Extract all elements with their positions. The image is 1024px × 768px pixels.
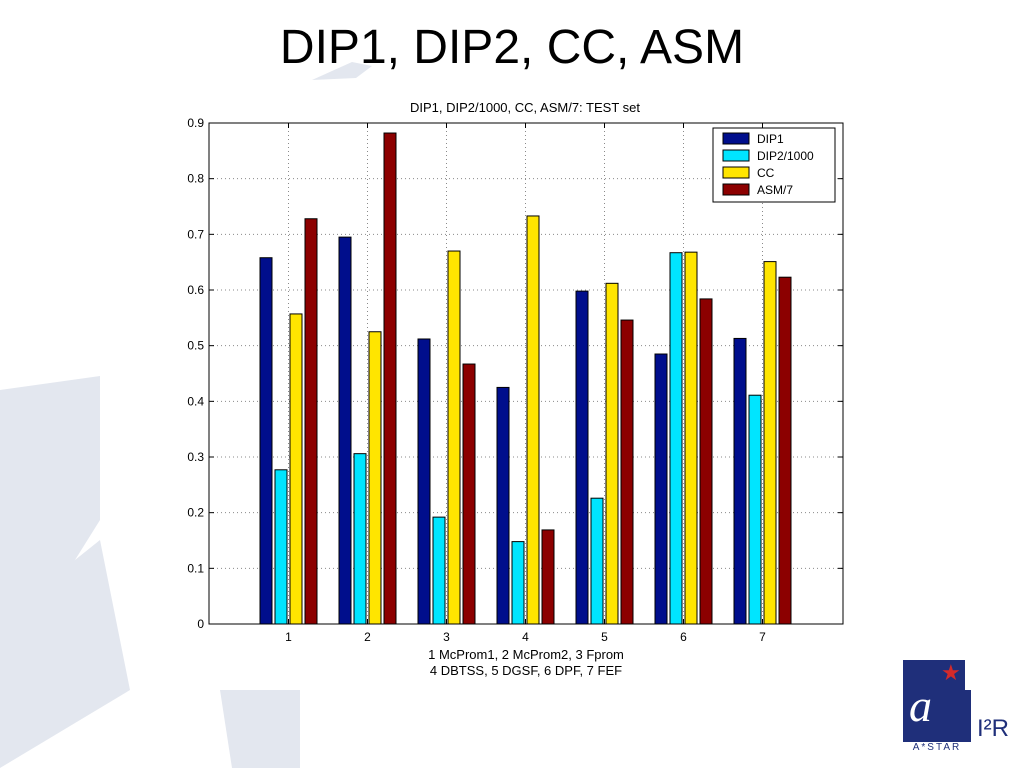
bar-dip2-1000-6 [669,252,683,625]
bar-dip2-1000-2 [353,453,367,625]
legend-swatch [722,166,750,179]
bar-dip1-7 [733,337,747,625]
y-tick-label: 0.8 [187,172,204,186]
bar-cc-2 [368,331,382,625]
legend-swatch [722,132,750,145]
bar-cc-6 [684,251,698,625]
y-tick-label: 0.3 [187,450,204,464]
background-bottom-shape [220,690,300,768]
x-axis-label-line-2: 4 DBTSS, 5 DGSF, 6 DPF, 7 FEF [430,663,622,678]
x-tick-label: 4 [522,630,529,644]
bar-dip2-1000-7 [748,394,762,625]
bar-cc-1 [289,313,303,625]
bar-dip2-1000-5 [590,497,604,625]
bar-dip2-1000-3 [432,516,446,625]
x-axis-label-line-1: 1 McProm1, 2 McProm2, 3 Fprom [428,647,624,662]
bar-cc-7 [763,261,777,625]
chart-title: DIP1, DIP2/1000, CC, ASM/7: TEST set [410,100,640,115]
bar-cc-5 [605,282,619,625]
slide-title: DIP1, DIP2, CC, ASM [279,21,745,74]
y-tick-label: 0.5 [187,339,204,353]
bar-asm-7-3 [462,363,476,625]
logo-glyph: a [909,680,932,731]
y-tick-label: 0.4 [187,394,204,408]
bar-dip1-5 [575,290,589,625]
x-tick-label: 7 [759,630,766,644]
legend-label: ASM/7 [757,183,793,197]
bar-asm-7-6 [699,298,713,625]
bar-dip1-3 [417,338,431,625]
x-tick-label: 3 [443,630,450,644]
star-icon: ★ [941,660,961,685]
bar-asm-7-7 [778,276,792,625]
bar-asm-7-1 [304,218,318,625]
legend-label: DIP2/1000 [757,149,814,163]
x-tick-label: 6 [680,630,687,644]
bar-dip1-4 [496,386,510,625]
y-tick-label: 0 [197,617,204,631]
astar-i2r-logo: a ★ A*STAR I²R [903,660,1013,756]
x-tick-label: 2 [364,630,371,644]
bar-cc-4 [526,215,540,625]
x-tick-label: 1 [285,630,292,644]
bar-dip1-2 [338,236,352,625]
bar-cc-3 [447,250,461,625]
logo-box-lower [903,690,971,742]
logo-label: I²R [977,715,1009,742]
bars [259,132,792,625]
bar-dip2-1000-4 [511,541,525,625]
logo-name: A*STAR [912,742,962,753]
y-tick-label: 0.9 [187,116,204,130]
bar-dip2-1000-1 [274,469,288,625]
legend-swatch [722,183,750,196]
bar-asm-7-4 [541,529,555,625]
y-tick-label: 0.1 [187,561,204,575]
bar-asm-7-2 [383,132,397,625]
y-tick-label: 0.2 [187,506,204,520]
legend-label: CC [757,166,775,180]
bar-dip1-6 [654,353,668,625]
legend: DIP1 DIP2/1000 CC ASM/7 [712,127,836,203]
axis-ticks: 0 0.1 0.2 0.3 0.4 0.5 0.6 0.7 0.8 0.9 1 2 3 4 5 6 7 [187,116,843,644]
legend-swatch [722,149,750,162]
background-bottom-left-shape [0,540,130,768]
x-tick-label: 5 [601,630,608,644]
bar-asm-7-5 [620,319,634,625]
background-top-shape [312,62,372,80]
y-tick-label: 0.6 [187,283,204,297]
legend-label: DIP1 [757,132,784,146]
bar-dip1-1 [259,257,273,625]
y-tick-label: 0.7 [187,227,204,241]
